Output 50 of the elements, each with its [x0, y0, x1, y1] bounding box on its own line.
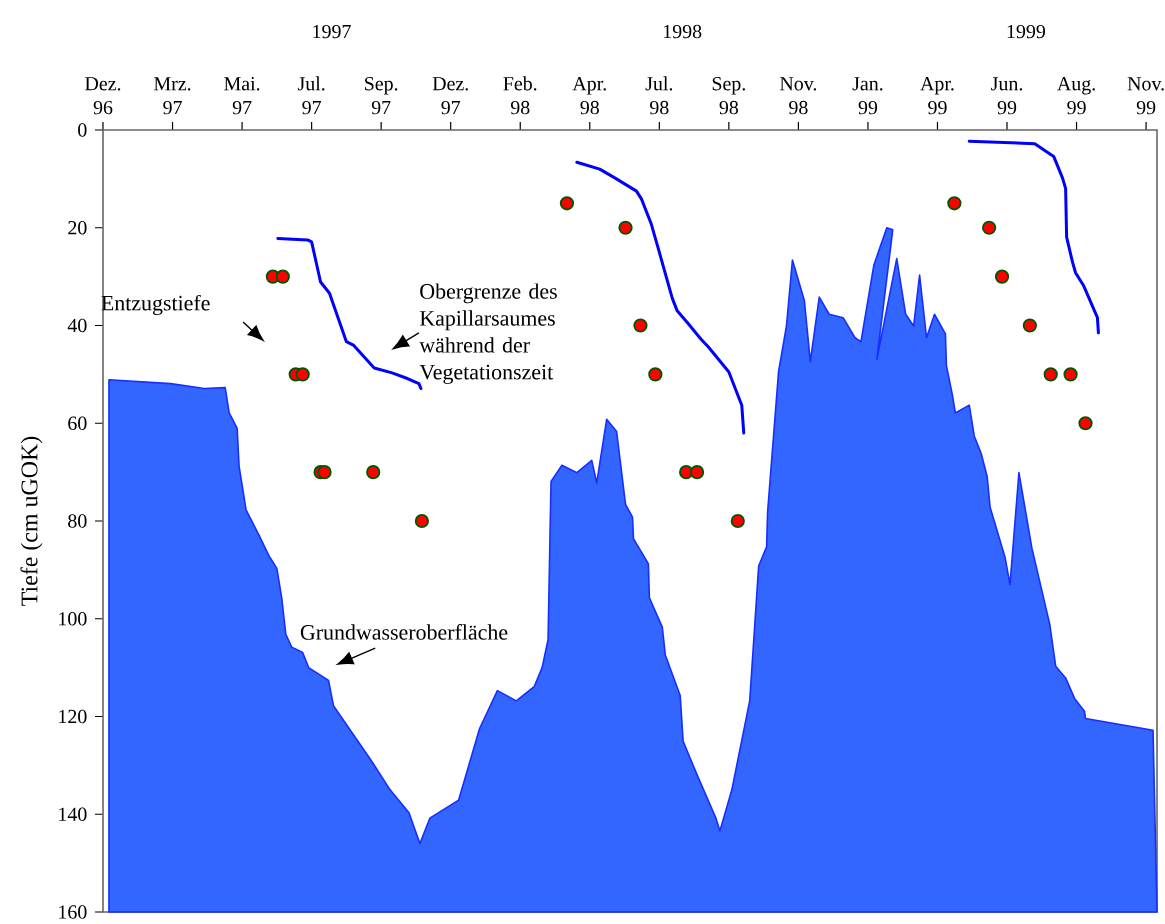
x-tick-label: Jul. 97 [297, 76, 325, 115]
point [366, 465, 381, 480]
x-tick-label: Jun. 99 [991, 77, 1023, 115]
point [275, 269, 290, 284]
point [295, 367, 310, 382]
y-tick-label: 100 [59, 612, 87, 626]
point [730, 513, 745, 529]
y-tick-label: 0 [78, 123, 87, 137]
x-tick-label: Dez. 96 [85, 77, 121, 115]
text: Entzugstiefe [101, 294, 210, 316]
x2-tick-label: 1997 [313, 24, 351, 39]
point [1078, 416, 1093, 431]
point [1043, 367, 1058, 382]
x-tick-label: Mai. 97 [224, 77, 260, 115]
point [689, 465, 705, 480]
point [994, 269, 1010, 284]
point [1063, 367, 1078, 382]
point [633, 318, 648, 333]
y-tick-label: 60 [68, 416, 87, 430]
series-label: Grundwasseroberfläche [300, 624, 508, 640]
x-tick-label: Jul. 98 [645, 76, 673, 115]
x-tick-label: Apr. 98 [572, 77, 606, 115]
x2-tick-label: 1999 [1007, 24, 1045, 39]
x-tick-label: Aug. 99 [1057, 77, 1095, 115]
x2-tick-label: 1998 [663, 24, 702, 39]
y-tick-label: 20 [68, 221, 87, 235]
x-tick-label: Jan. 99 [852, 77, 883, 115]
point [618, 220, 633, 235]
x-tick-label: Feb. 98 [503, 76, 537, 115]
x-tick-label: Nov. 99 [1127, 77, 1164, 115]
point [648, 367, 663, 382]
point [947, 196, 962, 211]
point [1022, 318, 1037, 333]
point [317, 465, 332, 480]
x-tick-label: Sep. 97 [365, 77, 398, 115]
point [414, 513, 429, 529]
series-label: Obergrenze des Kapillarsaumes während der Vegetationszeit [419, 283, 557, 384]
y-axis-title: Tiefe (cm uGOK) [20, 436, 43, 606]
y-tick-label: 140 [59, 807, 87, 821]
x-tick-label: Nov. 98 [779, 77, 817, 115]
y-tick-label: 120 [59, 709, 87, 724]
y-tick-label: 80 [68, 514, 87, 528]
x-tick-label: Apr. 99 [920, 77, 954, 115]
x-tick-label: Sep. 98 [712, 77, 745, 115]
y-tick-label: 160 [59, 905, 87, 919]
x-tick-label: Dez. 97 [432, 77, 468, 115]
point [982, 220, 997, 235]
y-tick-label: 40 [67, 318, 87, 333]
x-tick-label: Mrz. 97 [154, 77, 191, 115]
point [559, 196, 575, 211]
